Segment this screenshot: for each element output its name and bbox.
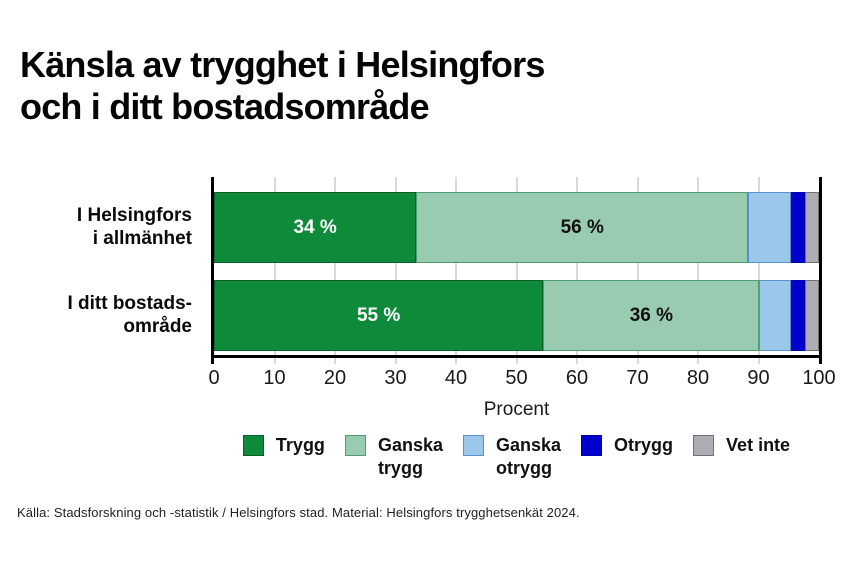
legend-item-otrygg: Otrygg (581, 434, 673, 479)
x-tick-label-70: 70 (626, 367, 649, 389)
y-axis-left-spine (211, 177, 214, 364)
legend-item-trygg: Trygg (242, 434, 325, 479)
category-label-line: område (123, 316, 192, 337)
category-label-line: I Helsingfors (76, 204, 192, 226)
x-tick-label-0: 0 (208, 367, 220, 389)
x-tick-label-80: 80 (686, 367, 710, 389)
x-tick-label-30: 30 (384, 367, 407, 389)
x-tick-label-20: 20 (323, 367, 347, 389)
bar-segment-ganska-otrygg (759, 280, 792, 351)
bar-segment-ganska-trygg: 36 % (543, 280, 760, 351)
plot-area: 34 % 56 % 55 % 36 % 0 10 20 30 40 50 60 70 80 90 100… (208, 177, 836, 420)
legend-item-ganska-trygg: Ganska trygg (344, 434, 443, 479)
bar-value-label: 36 % (629, 304, 673, 326)
x-axis-line (211, 355, 822, 358)
bar-row-helsingfors-i-allmanhet: 34 % 56 % (214, 192, 819, 263)
x-axis-title: Procent (483, 399, 550, 420)
x-tick-label-90: 90 (747, 367, 770, 389)
bar-segment-ganska-otrygg (748, 192, 792, 263)
legend-label-trygg: Trygg (275, 435, 325, 455)
legend-label-ganska-otrygg: Ganska otrygg (495, 435, 562, 478)
bar-segment-trygg: 34 % (214, 192, 417, 263)
x-tick-label-50: 50 (505, 367, 528, 389)
legend-swatch-otrygg (581, 435, 603, 456)
gridline-90 (757, 177, 760, 364)
x-tick-label-60: 60 (565, 367, 589, 389)
x-axis-right-spine (819, 177, 822, 364)
bar-segment-trygg: 55 % (214, 280, 544, 351)
bar-segment-ganska-trygg: 56 % (416, 192, 749, 263)
legend-item-ganska-otrygg: Ganska otrygg (462, 434, 562, 479)
bar-segment-otrygg (791, 280, 806, 351)
legend-swatch-ganska-otrygg (462, 435, 484, 456)
category-label-ditt-bostadsomrade: I ditt bostads-område (0, 292, 192, 338)
page-title: Känsla av trygghet i Helsingfors och i d… (20, 44, 545, 129)
bar-value-label: 55 % (356, 304, 401, 326)
bar-segment-otrygg (791, 192, 806, 263)
gridline-70 (636, 177, 639, 364)
gridline-50 (515, 177, 518, 364)
x-tick-label-40: 40 (444, 367, 468, 389)
title-line-1: Känsla av trygghet i Helsingfors (20, 44, 545, 85)
legend-label-ganska-trygg: Ganska trygg (377, 435, 443, 478)
bar-segment-vet-inte (805, 280, 820, 351)
gridline-20 (334, 177, 336, 364)
legend-swatch-ganska-trygg (344, 435, 366, 456)
category-label-line: i allmänhet (92, 228, 192, 249)
category-label-helsingfors-i-allmanhet: I Helsingfors i allmänhet (0, 204, 192, 250)
gridline-40 (455, 177, 457, 364)
bar-value-label: 56 % (560, 216, 604, 238)
x-tick-label-10: 10 (263, 367, 286, 389)
bar-segment-vet-inte (805, 192, 819, 263)
category-label-line: I ditt bostads- (67, 292, 192, 314)
gridline-60 (576, 177, 578, 364)
gridline-10 (273, 177, 276, 364)
legend: Trygg Ganska trygg Ganska otrygg Otrygg Vet in… (170, 434, 863, 479)
legend-item-vet-inte: Vet inte (693, 434, 790, 479)
source-note: Källa: Stadsforskning och -statistik / H… (17, 505, 580, 520)
x-tick-label-100: 100 (802, 367, 836, 389)
legend-label-otrygg: Otrygg (614, 435, 674, 455)
bar-row-ditt-bostadsomrade: 55 % 36 % (214, 280, 820, 351)
gridline-30 (394, 177, 397, 364)
legend-swatch-vet-inte (693, 435, 715, 456)
gridline-80 (697, 177, 699, 364)
legend-label-vet-inte: Vet inte (726, 435, 791, 455)
bar-value-label: 34 % (293, 216, 337, 238)
legend-swatch-trygg (242, 435, 264, 456)
title-line-2: och i ditt bostadsområde (20, 86, 430, 128)
